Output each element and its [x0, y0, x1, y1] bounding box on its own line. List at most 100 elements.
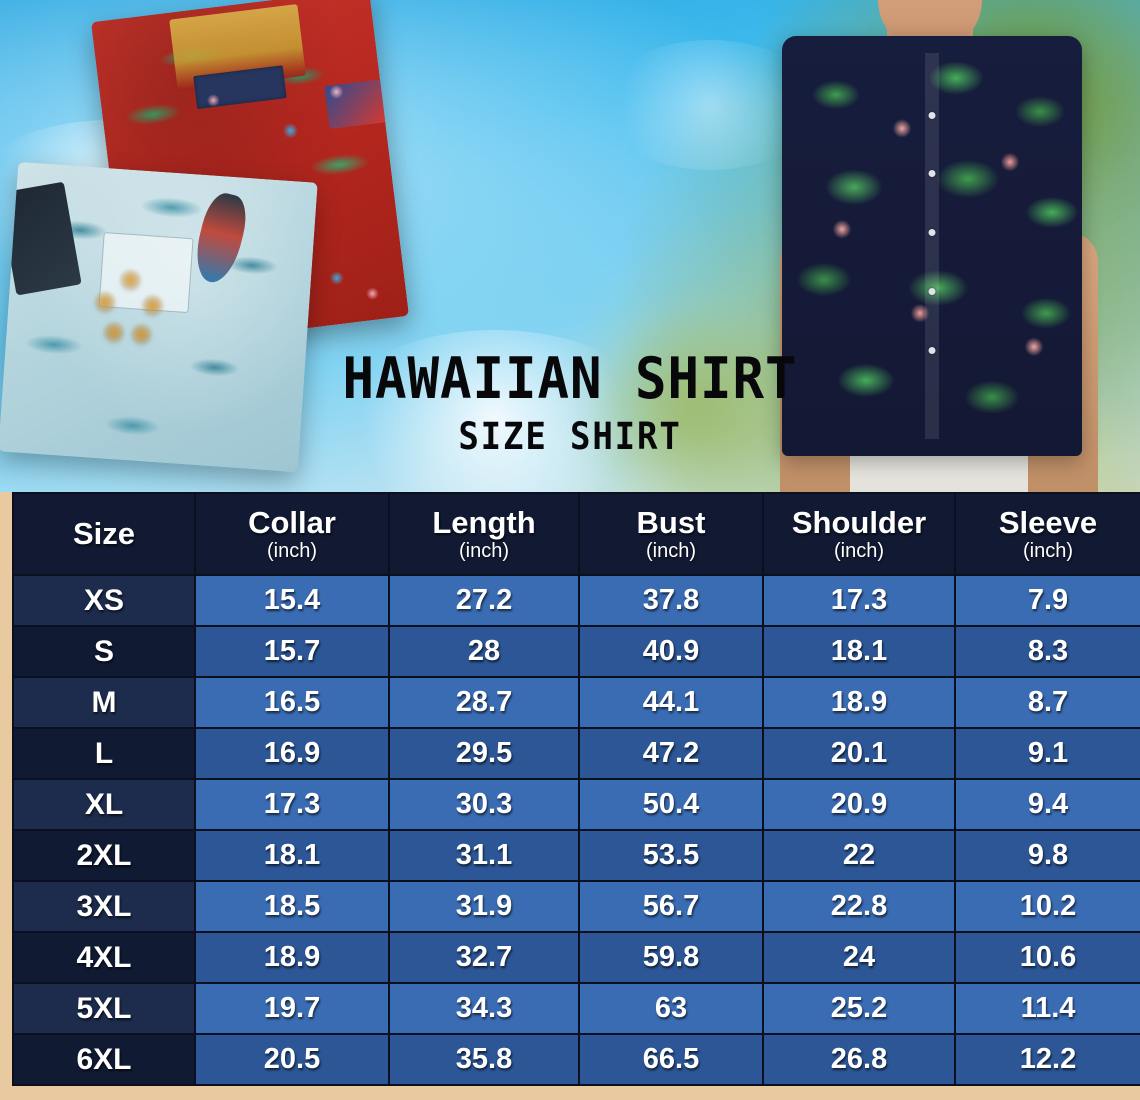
measurement-cell-sleeve: 9.8 — [956, 831, 1140, 880]
hibiscus-flower — [79, 256, 178, 355]
measurement-cell-collar: 15.4 — [196, 576, 388, 625]
measurement-cell-length: 31.9 — [390, 882, 578, 931]
measurement-cell-length: 27.2 — [390, 576, 578, 625]
measurement-cell-bust: 56.7 — [580, 882, 762, 931]
column-header-unit: (inch) — [645, 539, 696, 562]
page-subtitle: SIZE SHIRT — [458, 414, 682, 458]
shirt-button — [928, 346, 936, 354]
measurement-cell-length: 34.3 — [390, 984, 578, 1033]
measurement-cell-shoulder: 18.9 — [764, 678, 954, 727]
measurement-cell-sleeve: 8.3 — [956, 627, 1140, 676]
measurement-cell-collar: 15.7 — [196, 627, 388, 676]
table-row: 4XL 18.9 32.7 59.8 24 10.6 — [14, 933, 1140, 982]
measurement-cell-sleeve: 8.7 — [956, 678, 1140, 727]
column-header-bust: Bust (inch) — [580, 494, 762, 574]
measurement-cell-sleeve: 10.2 — [956, 882, 1140, 931]
measurement-cell-sleeve: 11.4 — [956, 984, 1140, 1033]
measurement-cell-length: 28.7 — [390, 678, 578, 727]
header-row: Size Collar (inch) Length (inch) Bust (inch) Sh… — [14, 494, 1140, 574]
measurement-cell-collar: 18.9 — [196, 933, 388, 982]
measurement-cell-length: 35.8 — [390, 1035, 578, 1084]
measurement-cell-length: 32.7 — [390, 933, 578, 982]
measurement-cell-length: 31.1 — [390, 831, 578, 880]
shirt-collar — [0, 181, 82, 297]
table-row: 2XL 18.1 31.1 53.5 22 9.8 — [14, 831, 1140, 880]
measurement-cell-shoulder: 20.9 — [764, 780, 954, 829]
shirt-collar — [169, 3, 307, 92]
column-header-unit: (inch) — [458, 539, 509, 562]
column-header-label: Size — [72, 516, 136, 552]
hero-banner: HAWAIIAN SHIRT SIZE SHIRT — [0, 0, 1140, 492]
measurement-cell-sleeve: 12.2 — [956, 1035, 1140, 1084]
measurement-cell-length: 29.5 — [390, 729, 578, 778]
size-chart-table: Size Collar (inch) Length (inch) Bust (inch) Sh… — [12, 492, 1140, 1086]
measurement-cell-length: 30.3 — [390, 780, 578, 829]
table-row: L 16.9 29.5 47.2 20.1 9.1 — [14, 729, 1140, 778]
measurement-cell-collar: 19.7 — [196, 984, 388, 1033]
column-header-label: Bust — [636, 505, 706, 540]
measurement-cell-shoulder: 20.1 — [764, 729, 954, 778]
measurement-cell-collar: 17.3 — [196, 780, 388, 829]
size-label-cell: 6XL — [14, 1035, 194, 1084]
size-label-cell: XS — [14, 576, 194, 625]
measurement-cell-shoulder: 24 — [764, 933, 954, 982]
shirt-tag-badge — [324, 79, 391, 130]
table-header: Size Collar (inch) Length (inch) Bust (inch) Sh… — [14, 494, 1140, 574]
model-photo — [720, 0, 1140, 492]
macaw-parrot-print — [189, 189, 252, 288]
measurement-cell-bust: 63 — [580, 984, 762, 1033]
size-label-cell: S — [14, 627, 194, 676]
table-row: M 16.5 28.7 44.1 18.9 8.7 — [14, 678, 1140, 727]
table-row: 3XL 18.5 31.9 56.7 22.8 10.2 — [14, 882, 1140, 931]
column-header-length: Length (inch) — [390, 494, 578, 574]
measurement-cell-shoulder: 22 — [764, 831, 954, 880]
measurement-cell-sleeve: 10.6 — [956, 933, 1140, 982]
size-chart-container: Size Collar (inch) Length (inch) Bust (inch) Sh… — [12, 492, 1140, 1086]
column-header-shoulder: Shoulder (inch) — [764, 494, 954, 574]
measurement-cell-bust: 37.8 — [580, 576, 762, 625]
measurement-cell-shoulder: 26.8 — [764, 1035, 954, 1084]
table-row: XL 17.3 30.3 50.4 20.9 9.4 — [14, 780, 1140, 829]
column-header-label: Sleeve — [998, 505, 1098, 540]
measurement-cell-collar: 16.5 — [196, 678, 388, 727]
shirt-button — [928, 288, 936, 295]
measurement-cell-shoulder: 17.3 — [764, 576, 954, 625]
measurement-cell-bust: 47.2 — [580, 729, 762, 778]
shirt-brand-label — [193, 65, 287, 109]
measurement-cell-sleeve: 9.4 — [956, 780, 1140, 829]
measurement-cell-bust: 66.5 — [580, 1035, 762, 1084]
measurement-cell-length: 28 — [390, 627, 578, 676]
table-row: 6XL 20.5 35.8 66.5 26.8 12.2 — [14, 1035, 1140, 1084]
page-title: HAWAIIAN SHIRT — [342, 346, 798, 412]
title-block: HAWAIIAN SHIRT SIZE SHIRT — [320, 346, 820, 461]
size-label-cell: 3XL — [14, 882, 194, 931]
column-header-label: Shoulder — [791, 505, 927, 540]
measurement-cell-shoulder: 22.8 — [764, 882, 954, 931]
column-header-unit: (inch) — [266, 539, 317, 562]
measurement-cell-bust: 53.5 — [580, 831, 762, 880]
table-row: XS 15.4 27.2 37.8 17.3 7.9 — [14, 576, 1140, 625]
measurement-cell-bust: 59.8 — [580, 933, 762, 982]
size-label-cell: L — [14, 729, 194, 778]
measurement-cell-bust: 44.1 — [580, 678, 762, 727]
table-body: XS 15.4 27.2 37.8 17.3 7.9 S 15.7 28 40.9 18.1 8.3 M… — [14, 576, 1140, 1084]
column-header-collar: Collar (inch) — [196, 494, 388, 574]
size-label-cell: 4XL — [14, 933, 194, 982]
column-header-unit: (inch) — [1022, 539, 1073, 562]
size-label-cell: M — [14, 678, 194, 727]
column-header-sleeve: Sleeve (inch) — [956, 494, 1140, 574]
column-header-size: Size — [14, 494, 194, 574]
measurement-cell-shoulder: 25.2 — [764, 984, 954, 1033]
shirt-button — [928, 229, 936, 237]
measurement-cell-bust: 50.4 — [580, 780, 762, 829]
shirt-button — [928, 111, 936, 119]
size-label-cell: XL — [14, 780, 194, 829]
column-header-label: Length — [432, 505, 536, 540]
measurement-cell-bust: 40.9 — [580, 627, 762, 676]
table-row: S 15.7 28 40.9 18.1 8.3 — [14, 627, 1140, 676]
measurement-cell-shoulder: 18.1 — [764, 627, 954, 676]
measurement-cell-sleeve: 9.1 — [956, 729, 1140, 778]
size-label-cell: 5XL — [14, 984, 194, 1033]
shirt-button — [928, 170, 936, 178]
column-header-unit: (inch) — [833, 539, 884, 562]
